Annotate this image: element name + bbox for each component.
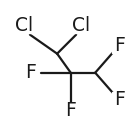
Bar — [71, 18, 91, 33]
Bar — [14, 18, 34, 33]
Text: F: F — [114, 36, 125, 55]
Bar — [112, 38, 127, 53]
Text: Cl: Cl — [15, 16, 33, 35]
Bar — [23, 65, 38, 80]
Text: F: F — [65, 101, 76, 120]
Text: F: F — [114, 90, 125, 109]
Bar — [112, 92, 127, 107]
Bar — [63, 103, 78, 118]
Text: F: F — [25, 63, 36, 82]
Text: Cl: Cl — [72, 16, 90, 35]
